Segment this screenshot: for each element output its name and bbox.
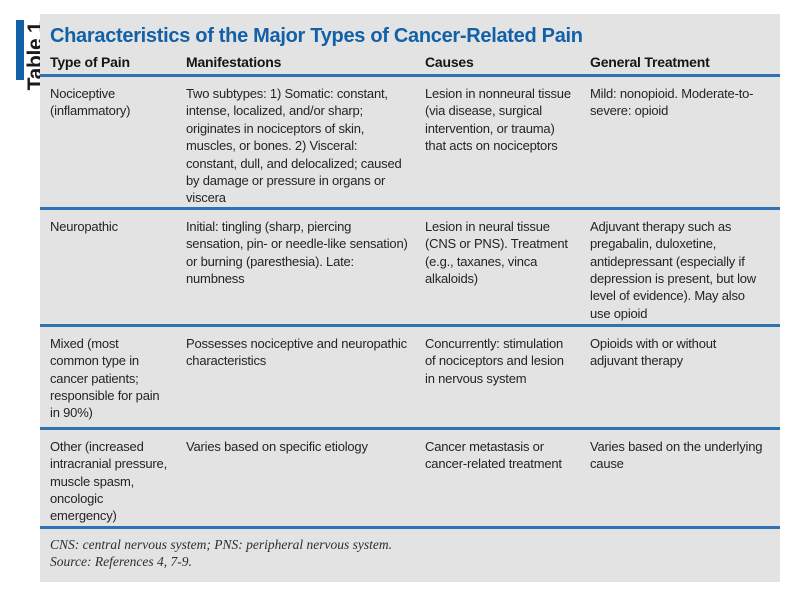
- cell-causes: Lesion in neural tissue (CNS or PNS). Tr…: [425, 218, 568, 287]
- table-figure: Characteristics of the Major Types of Ca…: [40, 14, 780, 582]
- cell-general-treatment: Mild: nonopioid. Moderate-to-severe: opi…: [590, 86, 754, 119]
- table-footnotes: CNS: central nervous system; PNS: periph…: [40, 529, 780, 570]
- footnote-abbreviations: CNS: central nervous system; PNS: periph…: [50, 536, 392, 552]
- table-row-other: Other (increased intracranial pressure, …: [40, 430, 780, 529]
- column-header-manifestations: Manifestations: [186, 54, 282, 70]
- table-row-mixed: Mixed (most common type in cancer patien…: [40, 327, 780, 430]
- cell-manifestations: Initial: tingling (sharp, piercing sensa…: [186, 218, 408, 287]
- cell-general-treatment: Varies based on the underlying cause: [590, 438, 763, 472]
- table-row-nociceptive: Nociceptive (inflammatory) Two subtypes:…: [40, 77, 780, 210]
- cell-manifestations: Two subtypes: 1) Somatic: constant, inte…: [186, 86, 402, 206]
- cell-type-of-pain: Nociceptive (inflammatory): [50, 86, 131, 119]
- cell-causes: Concurrently: stimulation of nociceptors…: [425, 335, 564, 386]
- footnote-source: Source: References 4, 7-9.: [50, 553, 192, 569]
- cell-type-of-pain: Neuropathic: [50, 218, 118, 234]
- column-header-type-of-pain: Type of Pain: [50, 54, 130, 70]
- figure-title: Characteristics of the Major Types of Ca…: [50, 25, 583, 47]
- column-header-causes: Causes: [425, 54, 474, 70]
- cell-type-of-pain: Mixed (most common type in cancer patien…: [50, 335, 160, 421]
- cell-causes: Cancer metastasis or cancer-related trea…: [425, 438, 562, 472]
- cell-general-treatment: Opioids with or without adjuvant therapy: [590, 335, 717, 369]
- cell-manifestations: Possesses nociceptive and neuropathic ch…: [186, 335, 407, 369]
- cell-manifestations: Varies based on specific etiology: [186, 438, 368, 454]
- cell-type-of-pain: Other (increased intracranial pressure, …: [50, 438, 167, 524]
- column-header-general-treatment: General Treatment: [590, 54, 710, 70]
- figure-label-bar: [16, 20, 24, 80]
- table-header-row: Type of Pain Manifestations Causes Gener…: [40, 48, 780, 77]
- table-row-neuropathic: Neuropathic Initial: tingling (sharp, pi…: [40, 210, 780, 327]
- cell-general-treatment: Adjuvant therapy such as pregabalin, dul…: [590, 218, 756, 321]
- cell-causes: Lesion in nonneural tissue (via disease,…: [425, 86, 571, 154]
